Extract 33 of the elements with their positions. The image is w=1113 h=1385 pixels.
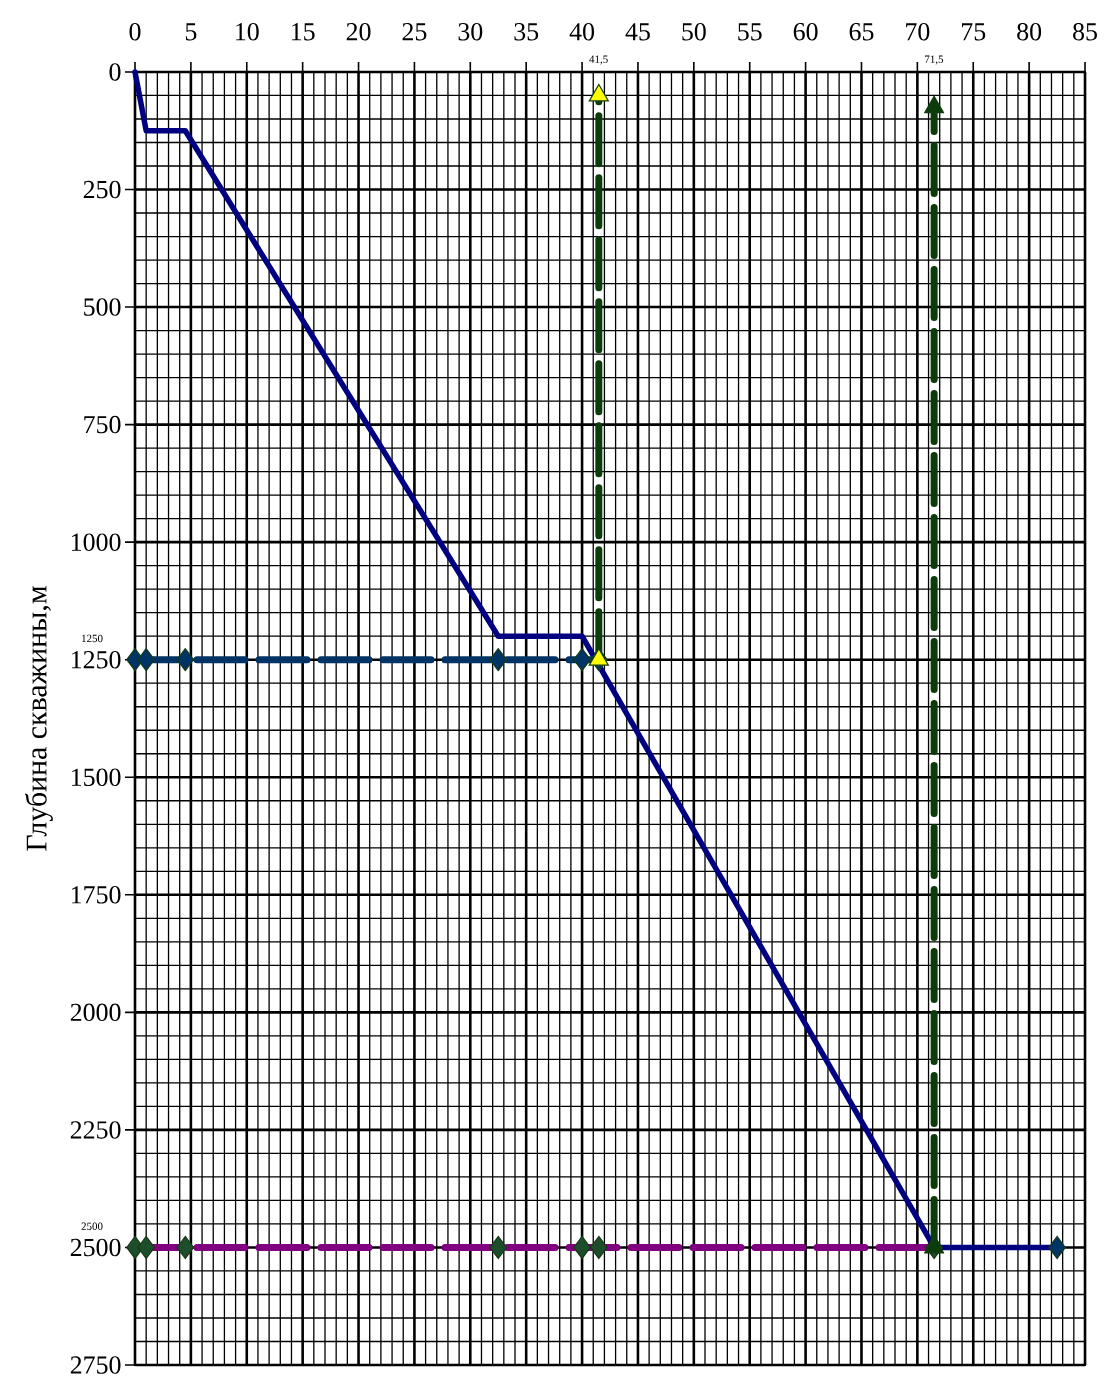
y-tick-label: 1500 (71, 768, 121, 786)
x-tick-label: 45 (625, 23, 650, 41)
x-tick-label: 85 (1073, 22, 1097, 41)
x-tick-label: 10 (236, 22, 259, 41)
x-tick-label: 35 (514, 23, 539, 41)
x-tick-label: 0 (129, 22, 141, 41)
x-tick-label: 75 (962, 23, 986, 41)
y-axis-title: Глубина скважины,м (24, 586, 53, 851)
text: 71,5 (925, 55, 944, 65)
y-tick-label: 0 (109, 63, 121, 81)
x-tick-label: 5 (185, 23, 197, 41)
y-tick-label: 750 (84, 415, 121, 434)
y-tick-label: 2750 (70, 1356, 121, 1374)
y-tick-label: 1000 (71, 533, 121, 551)
x-tick-label: 55 (738, 23, 762, 41)
x-tick-label: 50 (682, 22, 706, 41)
y-tick-label: 250 (83, 180, 121, 199)
text: 41,5 (589, 55, 608, 65)
y-tick-label: 2250 (70, 1121, 121, 1139)
y-tick-label: 2000 (70, 1003, 121, 1022)
y-tick-label: 500 (84, 298, 121, 316)
x-tick-label: 70 (906, 22, 930, 41)
y-tick-label: 1250 (71, 650, 121, 669)
x-tick-label: 25 (402, 23, 427, 41)
x-tick-label: 15 (291, 23, 315, 41)
x-tick-label: 40 (569, 22, 595, 41)
x-tick-label: 60 (793, 22, 818, 41)
y-tick-label: 2500 (70, 1238, 121, 1257)
x-tick-label: 80 (1017, 22, 1042, 41)
x-tick-label: 65 (849, 23, 874, 41)
x-tick-label: 30 (458, 22, 483, 41)
x-tick-label: 20 (346, 22, 371, 41)
y-tick-label: 1750 (71, 886, 121, 904)
